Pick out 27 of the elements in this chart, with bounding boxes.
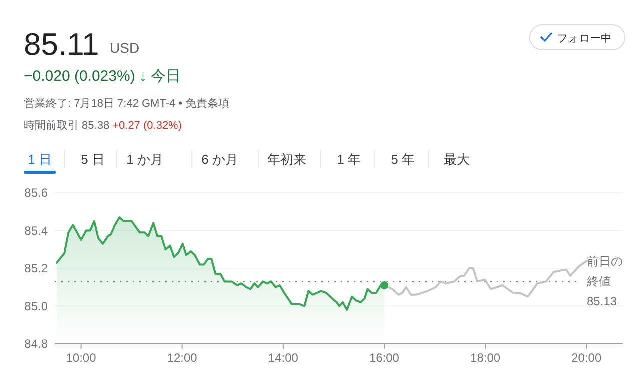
y-tick-label: 85.2 [24, 262, 48, 276]
text: 5 年 [391, 152, 415, 167]
text: 1 日 [28, 152, 52, 167]
text: 時間前取引 85.38 [24, 119, 110, 132]
x-tick-label: 12:00 [167, 351, 198, 365]
x-tick-label: 18:00 [470, 351, 501, 365]
text: 1 年 [337, 152, 361, 167]
x-tick-label: 10:00 [66, 351, 97, 365]
text: USD [110, 40, 140, 56]
text: 年初来 [268, 152, 306, 167]
text: 最大 [444, 152, 470, 167]
text: 営業終了: 7月18日 7:42 GMT-4 • 免責条項 [24, 97, 230, 110]
y-tick-label: 85.6 [24, 186, 48, 200]
text: 5 日 [81, 152, 105, 167]
ref-line-label: 前日の終値85.13 [586, 254, 623, 309]
text: +0.27 (0.32%) [112, 120, 182, 132]
text: フォロー中 [557, 32, 612, 45]
y-tick-label: 85.0 [24, 299, 48, 314]
x-tick-label: 16:00 [369, 351, 400, 365]
chart-subtitle: −0.020 (0.023%) ↓ 今日 [24, 68, 182, 85]
y-tick-label: 84.8 [24, 337, 48, 351]
x-tick-label: 14:00 [268, 351, 299, 365]
text: 1 か月 [126, 152, 164, 167]
text: 6 か月 [202, 152, 238, 167]
chart-title: 85.11 [24, 27, 100, 62]
y-tick-label: 85.4 [24, 224, 48, 238]
x-tick-label: 20:00 [572, 351, 602, 365]
